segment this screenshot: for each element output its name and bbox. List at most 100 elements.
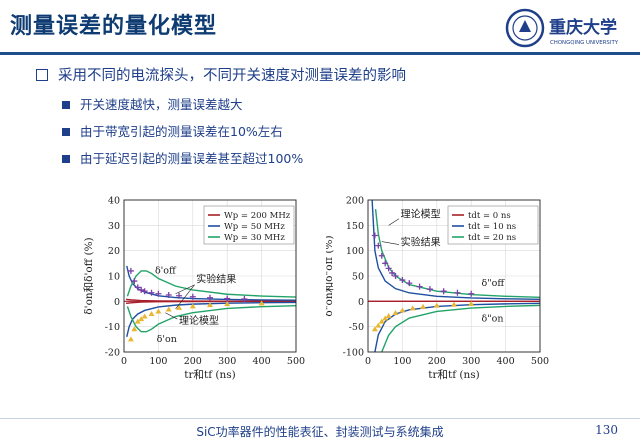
- experiment-off-point: [127, 267, 134, 274]
- experiment-off-point: [392, 273, 399, 279]
- x-tick-label: 200: [428, 356, 446, 367]
- experiment-off-point: [468, 290, 475, 297]
- y-axis-label: δ'on和δ'off (%): [83, 237, 95, 314]
- experiment-on-point: [165, 306, 172, 312]
- experiment-on-point: [392, 309, 399, 315]
- experiment-on-point: [131, 326, 138, 332]
- annotation-experiment: 实验结果: [196, 272, 236, 285]
- experiment-off-point: [385, 265, 392, 272]
- sub-bullet-text: 由于延迟引起的测量误差甚至超过100%: [80, 151, 304, 166]
- experiment-off-point: [406, 280, 413, 287]
- experiment-off-point: [454, 289, 461, 296]
- experiment-on-point: [399, 307, 406, 313]
- y-tick-label: 150: [346, 221, 364, 232]
- x-tick-label: 400: [253, 356, 271, 367]
- x-tick-label: 100: [149, 356, 167, 367]
- plot-frame: [367, 199, 541, 353]
- legend-entry: Wp = 30 MHz: [224, 233, 285, 243]
- legend-entry: Wp = 200 MHz: [224, 211, 291, 221]
- y-tick-label: -50: [349, 322, 364, 333]
- experiment-off-point: [371, 232, 378, 239]
- title-divider: [0, 52, 640, 55]
- annotation-arrow: [175, 284, 195, 295]
- slide-title: 测量误差的量化模型: [10, 14, 218, 39]
- y-tick-label: 200: [346, 196, 364, 207]
- legend-entry: tdt = 20 ns: [468, 233, 516, 243]
- series-line-1: [371, 200, 540, 301]
- square-bullet-icon: [62, 128, 70, 136]
- plot-frame: [123, 199, 297, 353]
- experiment-on-point: [155, 308, 162, 314]
- square-bullet-icon: [62, 101, 70, 109]
- x-axis-label: tr和tf (ns): [184, 369, 236, 381]
- experiment-off-point: [189, 293, 196, 300]
- footer-divider: [0, 418, 640, 419]
- y-tick-label: -100: [343, 348, 364, 359]
- experiment-off-point: [241, 296, 248, 303]
- experiment-on-point: [378, 318, 385, 324]
- legend-entry: Wp = 50 MHz: [224, 222, 285, 232]
- footer-text: SiC功率器件的性能表征、封装测试与系统集成: [196, 425, 444, 439]
- y-tick-label: 0: [358, 297, 364, 308]
- experiment-on-point: [468, 300, 475, 306]
- page-number: 130: [595, 423, 618, 437]
- logo-seal-icon: [505, 8, 545, 48]
- experiment-off-point: [176, 292, 183, 299]
- experiment-off-point: [224, 295, 231, 302]
- experiment-off-point: [131, 278, 138, 285]
- series-line-2: [126, 270, 296, 298]
- annotation-arrow: [388, 218, 400, 226]
- x-tick-label: 100: [393, 356, 411, 367]
- experiment-on-point: [134, 318, 141, 324]
- experiment-on-point: [189, 303, 196, 309]
- experiment-off-point: [141, 288, 148, 295]
- experiment-on-point: [258, 300, 265, 306]
- y-tick-label: 20: [108, 246, 120, 257]
- logo-subtext: CHONGQING UNIVERSITY: [550, 40, 619, 46]
- annotation-off: δ"off: [482, 278, 506, 289]
- experiment-off-point: [207, 294, 213, 301]
- experiment-on-point: [385, 313, 392, 319]
- x-tick-label: 500: [287, 356, 305, 367]
- y-tick-label: 40: [108, 196, 120, 207]
- main-bullet: 采用不同的电流探头，不同开关速度对测量误差的影响: [36, 64, 406, 85]
- experiment-off-point: [148, 289, 155, 296]
- experiment-off-point: [138, 286, 145, 293]
- annotation-arrow: [381, 241, 400, 245]
- experiment-off-point: [440, 288, 447, 295]
- checkbox-bullet-icon: [36, 69, 48, 81]
- series-group: [124, 265, 296, 342]
- experiment-off-point: [389, 269, 396, 276]
- sub-bullet-text: 开关速度越快，测量误差越大: [80, 97, 243, 112]
- annotation-arrow: [165, 312, 178, 320]
- annotation-on: δ"on: [482, 314, 504, 325]
- annotation-theory: 理论模型: [179, 314, 219, 327]
- chart-delay-error: 0 100 200 300 400 500 -100 -50 0 50 100 150 200 tr和tf…: [326, 196, 549, 382]
- sub-bullet: 由于带宽引起的测量误差在10%左右: [62, 121, 283, 140]
- annotation-experiment: 实验结果: [401, 236, 441, 249]
- experiment-off-point: [382, 260, 389, 267]
- experiment-on-point: [371, 326, 378, 332]
- logo-text: 重庆大学: [549, 17, 617, 38]
- x-tick-label: 0: [121, 356, 127, 367]
- experiment-off-point: [155, 290, 162, 297]
- series-line-mirror-2: [381, 304, 540, 352]
- y-tick-label: 0: [114, 297, 120, 308]
- x-tick-label: 300: [462, 356, 480, 367]
- series-line-mirror-1: [126, 301, 296, 337]
- experiment-on-point: [141, 313, 148, 319]
- sub-bullet: 由于延迟引起的测量误差甚至超过100%: [62, 148, 303, 167]
- y-axis-label: δ"on和δ"off (%): [326, 235, 335, 316]
- experiment-on-point: [127, 336, 134, 342]
- experiment-on-point: [176, 304, 183, 310]
- x-tick-label: 400: [497, 356, 515, 367]
- experiment-on-point: [375, 322, 382, 328]
- experiment-on-point: [148, 311, 155, 316]
- experiment-on-point: [420, 303, 427, 309]
- main-bullet-text: 采用不同的电流探头，不同开关速度对测量误差的影响: [58, 68, 406, 84]
- series-line-mirror-2: [126, 304, 296, 333]
- experiment-on-point: [409, 305, 416, 311]
- experiment-off-point: [378, 252, 385, 259]
- x-tick-label: 200: [184, 356, 202, 367]
- y-tick-label: 100: [346, 246, 364, 257]
